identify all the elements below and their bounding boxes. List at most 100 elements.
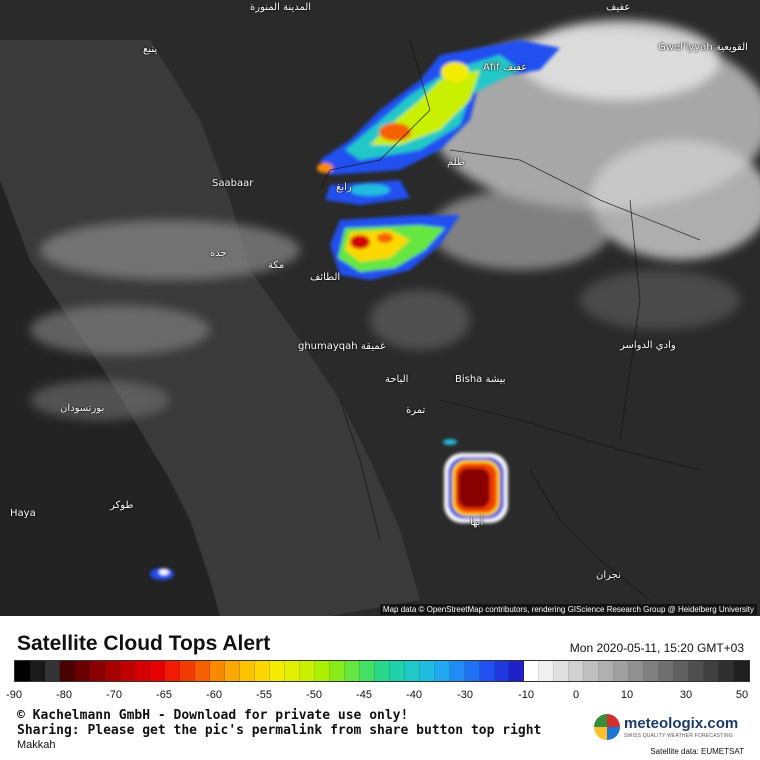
scale-swatch <box>239 661 255 681</box>
city-madinah: المدينة المنورة <box>250 2 312 13</box>
scale-swatch <box>179 661 195 681</box>
cloud-masses <box>30 20 760 420</box>
scale-swatch <box>104 661 120 681</box>
scale-swatch <box>344 661 360 681</box>
scale-tick-label: 50 <box>735 689 749 701</box>
scale-tick-label: -40 <box>406 689 422 701</box>
scale-swatch <box>59 661 75 681</box>
scale-swatch <box>209 661 225 681</box>
scale-swatch <box>509 661 525 681</box>
globe-icon <box>594 714 620 740</box>
scale-swatch <box>254 661 270 681</box>
scale-swatch <box>269 661 285 681</box>
city-sabaar: Saabaar <box>212 178 254 189</box>
scale-swatch <box>524 661 540 681</box>
city-jeddah: جدة <box>210 248 227 259</box>
scale-swatch <box>29 661 45 681</box>
scale-swatch <box>404 661 420 681</box>
copyright-text: © Kachelmann GmbH - Download for private… <box>17 708 409 723</box>
scale-swatch <box>374 661 390 681</box>
scale-swatch <box>734 661 750 681</box>
scale-swatch <box>15 661 30 681</box>
scale-swatch <box>704 661 720 681</box>
scale-swatch <box>569 661 585 681</box>
city-rabigh: رابغ <box>336 182 352 193</box>
scale-swatch <box>719 661 735 681</box>
scale-swatch <box>149 661 165 681</box>
scale-ticks: -90 -80 -70 -65 -60 -55 -50 -45 -40 -30 -10 0 10 30 50 <box>6 689 750 703</box>
map-layer <box>0 0 760 616</box>
scale-tick-label: -65 <box>156 689 172 701</box>
scale-swatch <box>674 661 690 681</box>
scale-tick-label: -50 <box>306 689 322 701</box>
scale-swatch <box>329 661 345 681</box>
page-title: Satellite Cloud Tops Alert <box>17 632 271 655</box>
city-portsudan: بورتسودان <box>60 403 105 414</box>
city-makkah: مكة <box>268 260 285 271</box>
city-yanbu: ينبع <box>143 44 158 55</box>
region-label: Makkah <box>17 739 56 751</box>
scale-swatch <box>449 661 465 681</box>
meteologix-logo[interactable]: meteologix.com SWISS QUALITY WEATHER FOR… <box>594 714 744 748</box>
logo-name: meteologix.com <box>624 715 739 732</box>
scale-swatch <box>659 661 675 681</box>
scale-swatch <box>479 661 495 681</box>
scale-swatch <box>584 661 600 681</box>
scale-swatch <box>599 661 615 681</box>
scale-tick-label: -70 <box>106 689 122 701</box>
scale-swatch <box>554 661 570 681</box>
satellite-source: Satellite data: EUMETSAT <box>650 747 744 756</box>
scale-swatch <box>359 661 375 681</box>
scale-swatch <box>434 661 450 681</box>
scale-tick-label: -90 <box>6 689 22 701</box>
map-attribution: Map data © OpenStreetMap contributors, r… <box>379 604 757 615</box>
city-gwelyah: Gwel'iyyah القويعية <box>658 42 748 53</box>
city-afif-arabic: عفيف <box>606 2 631 13</box>
scale-swatch <box>74 661 90 681</box>
satellite-map[interactable]: المدينة المنورة ينبع عفيف Gwel'iyyah الق… <box>0 0 760 616</box>
scale-tick-label: -10 <box>518 689 534 701</box>
scale-swatch <box>194 661 210 681</box>
scale-swatch <box>539 661 555 681</box>
city-baha: الباحة <box>385 374 409 385</box>
scale-swatch <box>224 661 240 681</box>
scale-swatch <box>284 661 300 681</box>
scale-tick-label: -60 <box>206 689 222 701</box>
city-bisha: Bisha بيشة <box>455 374 506 385</box>
timestamp: Mon 2020-05-11, 15:20 GMT+03 <box>569 641 744 655</box>
scale-tick-label: 30 <box>679 689 693 701</box>
scale-swatch <box>629 661 645 681</box>
scale-swatch <box>389 661 405 681</box>
scale-swatch <box>134 661 150 681</box>
scale-swatch <box>164 661 180 681</box>
scale-tick-label: 0 <box>572 689 580 701</box>
city-najran: نجران <box>596 570 621 581</box>
storm-cells <box>150 40 560 580</box>
scale-tick-label: -55 <box>256 689 272 701</box>
scale-tick-label: 10 <box>620 689 634 701</box>
scale-swatch <box>119 661 135 681</box>
city-tokar: طوكر <box>110 500 134 511</box>
scale-swatch <box>494 661 510 681</box>
sharing-text: Sharing: Please get the pic's permalink … <box>17 723 542 738</box>
scale-swatch <box>314 661 330 681</box>
color-scale <box>14 660 750 682</box>
scale-swatch <box>614 661 630 681</box>
borders <box>319 39 701 601</box>
logo-tagline: SWISS QUALITY WEATHER FORECASTING <box>624 733 733 739</box>
scale-swatch <box>299 661 315 681</box>
city-zalim: ظلم <box>447 157 465 168</box>
city-haya: Haya <box>10 508 36 519</box>
scale-swatch <box>89 661 105 681</box>
city-namas: تمرة <box>406 405 426 416</box>
scale-tick-label: -45 <box>356 689 372 701</box>
city-taif: الطائف <box>310 272 341 283</box>
scale-swatch <box>44 661 60 681</box>
legend-panel: Satellite Cloud Tops Alert Mon 2020-05-1… <box>0 616 760 760</box>
scale-swatch <box>644 661 660 681</box>
scale-tick-label: -80 <box>56 689 72 701</box>
scale-swatch <box>689 661 705 681</box>
city-ghumayqah: ghumayqah غميقة <box>298 341 386 352</box>
red-sea <box>0 40 420 616</box>
scale-swatch <box>464 661 480 681</box>
